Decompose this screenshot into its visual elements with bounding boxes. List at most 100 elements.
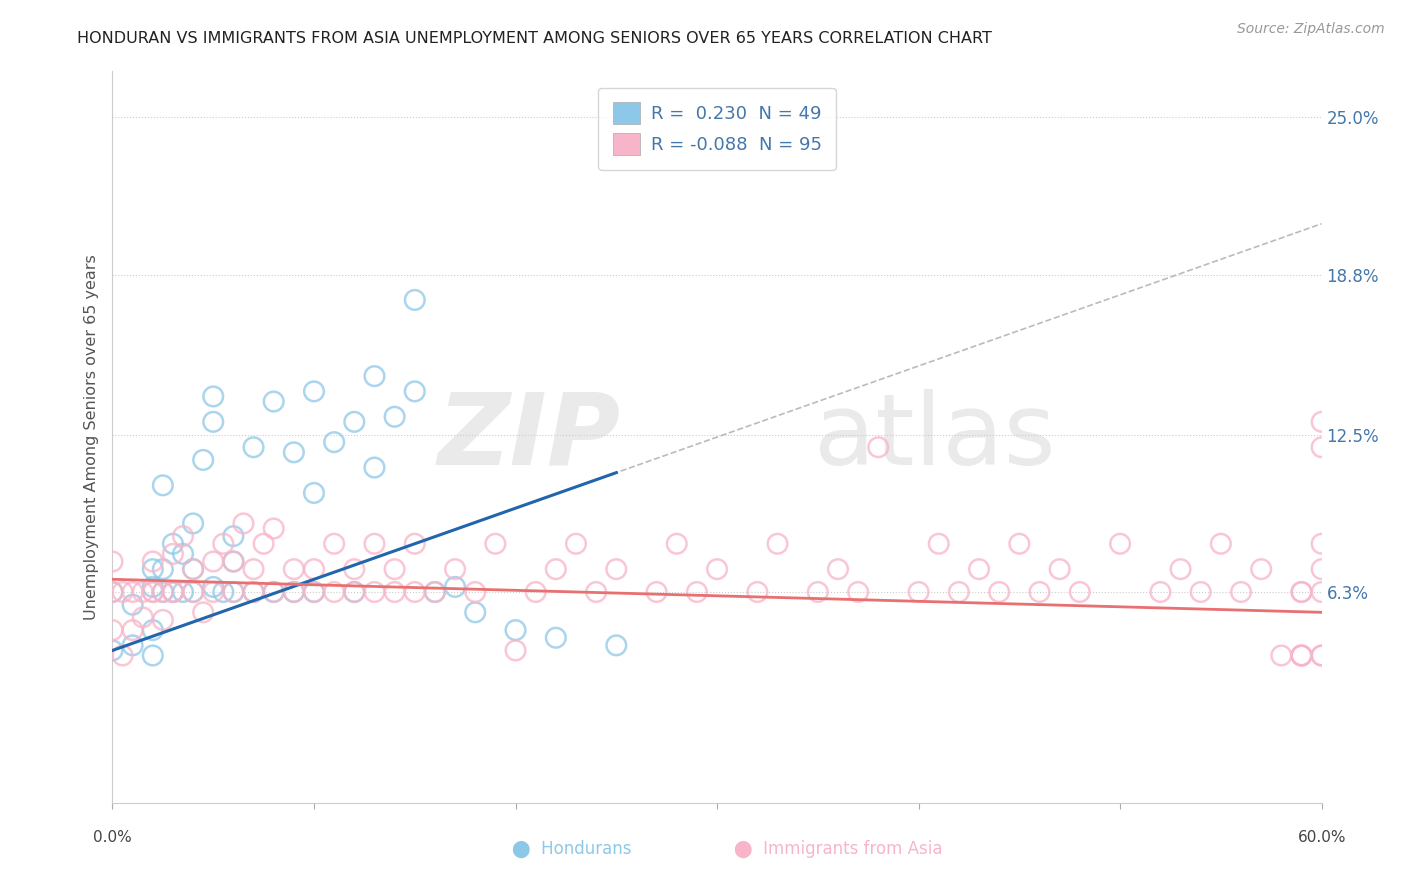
Point bbox=[121, 598, 143, 612]
Point bbox=[172, 547, 194, 561]
Point bbox=[1310, 585, 1333, 599]
Point bbox=[132, 585, 155, 599]
Point bbox=[1189, 585, 1212, 599]
Point bbox=[343, 585, 366, 599]
Point bbox=[1230, 585, 1253, 599]
Point bbox=[202, 555, 225, 569]
Point bbox=[121, 638, 143, 652]
Point bbox=[505, 643, 527, 657]
Point bbox=[1149, 585, 1171, 599]
Point bbox=[907, 585, 929, 599]
Point bbox=[132, 610, 155, 624]
Point bbox=[423, 585, 446, 599]
Point bbox=[142, 562, 165, 576]
Point bbox=[181, 585, 204, 599]
Point bbox=[111, 648, 134, 663]
Point bbox=[1270, 648, 1292, 663]
Point bbox=[384, 562, 406, 576]
Point bbox=[181, 585, 204, 599]
Point bbox=[253, 537, 276, 551]
Point bbox=[263, 521, 285, 535]
Point bbox=[172, 585, 194, 599]
Point bbox=[242, 585, 264, 599]
Point bbox=[544, 562, 567, 576]
Point bbox=[222, 585, 245, 599]
Point bbox=[152, 585, 174, 599]
Point bbox=[807, 585, 830, 599]
Point bbox=[766, 537, 789, 551]
Point bbox=[423, 585, 446, 599]
Point bbox=[283, 585, 305, 599]
Point bbox=[343, 415, 366, 429]
Point bbox=[404, 537, 426, 551]
Point bbox=[1069, 585, 1091, 599]
Point bbox=[967, 562, 990, 576]
Point bbox=[1028, 585, 1050, 599]
Text: HONDURAN VS IMMIGRANTS FROM ASIA UNEMPLOYMENT AMONG SENIORS OVER 65 YEARS CORREL: HONDURAN VS IMMIGRANTS FROM ASIA UNEMPLO… bbox=[77, 31, 993, 46]
Point bbox=[404, 585, 426, 599]
Point bbox=[162, 547, 184, 561]
Point bbox=[242, 440, 264, 454]
Point bbox=[464, 605, 486, 619]
Point bbox=[323, 537, 346, 551]
Point bbox=[1170, 562, 1192, 576]
Text: 60.0%: 60.0% bbox=[1298, 830, 1346, 845]
Point bbox=[172, 529, 194, 543]
Point bbox=[846, 585, 869, 599]
Legend: R =  0.230  N = 49, R = -0.088  N = 95: R = 0.230 N = 49, R = -0.088 N = 95 bbox=[598, 87, 837, 169]
Point bbox=[202, 389, 225, 403]
Point bbox=[928, 537, 950, 551]
Point bbox=[302, 384, 325, 399]
Point bbox=[152, 562, 174, 576]
Point bbox=[384, 585, 406, 599]
Point bbox=[302, 486, 325, 500]
Point bbox=[524, 585, 547, 599]
Point bbox=[1049, 562, 1071, 576]
Text: Source: ZipAtlas.com: Source: ZipAtlas.com bbox=[1237, 22, 1385, 37]
Point bbox=[363, 369, 385, 384]
Point bbox=[302, 585, 325, 599]
Point bbox=[1310, 440, 1333, 454]
Point bbox=[152, 613, 174, 627]
Point bbox=[142, 585, 165, 599]
Point bbox=[142, 585, 165, 599]
Point bbox=[1291, 648, 1313, 663]
Point bbox=[706, 562, 728, 576]
Point bbox=[1310, 415, 1333, 429]
Point bbox=[101, 585, 124, 599]
Point bbox=[191, 453, 214, 467]
Point bbox=[142, 648, 165, 663]
Point bbox=[142, 623, 165, 637]
Point bbox=[283, 585, 305, 599]
Point bbox=[323, 585, 346, 599]
Point bbox=[222, 585, 245, 599]
Text: ⬤  Immigrants from Asia: ⬤ Immigrants from Asia bbox=[734, 840, 942, 858]
Point bbox=[827, 562, 849, 576]
Point bbox=[101, 585, 124, 599]
Point bbox=[222, 529, 245, 543]
Point bbox=[363, 585, 385, 599]
Point bbox=[263, 585, 285, 599]
Point bbox=[747, 585, 769, 599]
Point bbox=[111, 585, 134, 599]
Point bbox=[121, 623, 143, 637]
Point bbox=[1310, 648, 1333, 663]
Point bbox=[544, 631, 567, 645]
Text: ZIP: ZIP bbox=[437, 389, 620, 485]
Point bbox=[363, 460, 385, 475]
Point bbox=[323, 435, 346, 450]
Point bbox=[181, 562, 204, 576]
Point bbox=[1310, 648, 1333, 663]
Point bbox=[181, 562, 204, 576]
Point bbox=[1250, 562, 1272, 576]
Point bbox=[162, 585, 184, 599]
Y-axis label: Unemployment Among Seniors over 65 years: Unemployment Among Seniors over 65 years bbox=[83, 254, 98, 620]
Point bbox=[142, 555, 165, 569]
Point bbox=[404, 384, 426, 399]
Point bbox=[181, 516, 204, 531]
Point bbox=[142, 580, 165, 594]
Point bbox=[101, 623, 124, 637]
Point bbox=[202, 585, 225, 599]
Text: 0.0%: 0.0% bbox=[93, 830, 132, 845]
Point bbox=[242, 585, 264, 599]
